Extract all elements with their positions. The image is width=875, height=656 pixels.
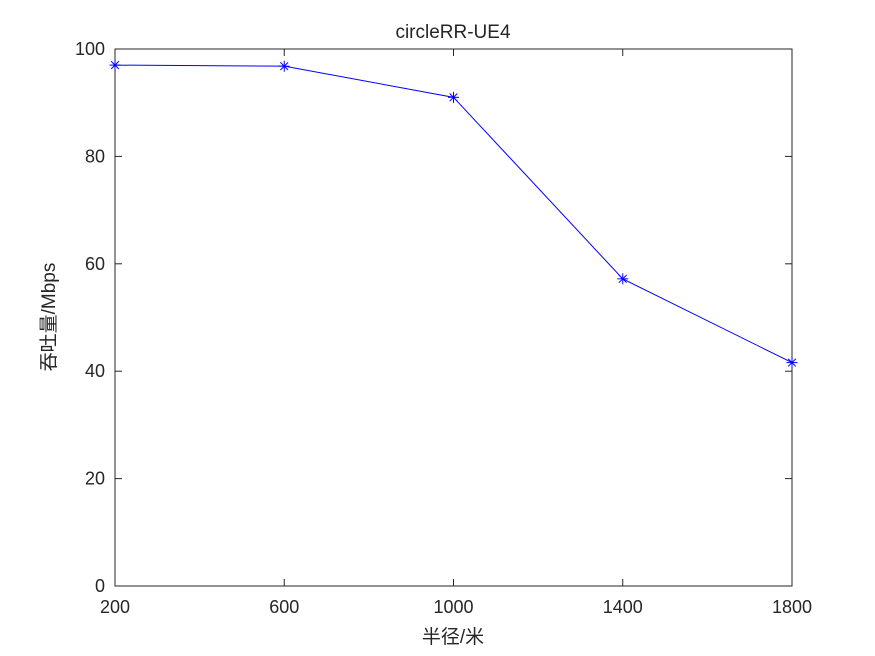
- x-tick-label: 200: [100, 597, 130, 617]
- series-layer: [109, 59, 798, 369]
- y-tick-label: 20: [85, 469, 105, 489]
- data-point-marker: [109, 59, 121, 71]
- x-tick-label: 1800: [772, 597, 812, 617]
- chart-title: circleRR-UE4: [395, 22, 511, 43]
- y-tick-label: 80: [85, 146, 105, 166]
- x-axis-label: 半径/米: [422, 626, 484, 648]
- data-point-marker: [278, 60, 290, 72]
- data-point-marker: [617, 273, 629, 285]
- plot-area: [114, 48, 793, 587]
- y-axis-label: 吞吐量/Mbps: [38, 263, 60, 372]
- x-tick-label: 1400: [603, 597, 643, 617]
- y-tick-label: 0: [95, 576, 105, 596]
- y-tick-label: 40: [85, 361, 105, 381]
- x-axis: 200 600 1000 1400 1800: [100, 49, 812, 617]
- y-tick-label: 100: [75, 39, 105, 59]
- axes-box: [114, 48, 793, 587]
- data-point-marker: [786, 357, 798, 369]
- y-axis: 0 20 40 60 80 100: [75, 39, 792, 596]
- x-tick-label: 600: [269, 597, 299, 617]
- x-tick-label: 1000: [433, 597, 473, 617]
- data-point-marker: [448, 91, 459, 103]
- y-tick-label: 60: [85, 254, 105, 274]
